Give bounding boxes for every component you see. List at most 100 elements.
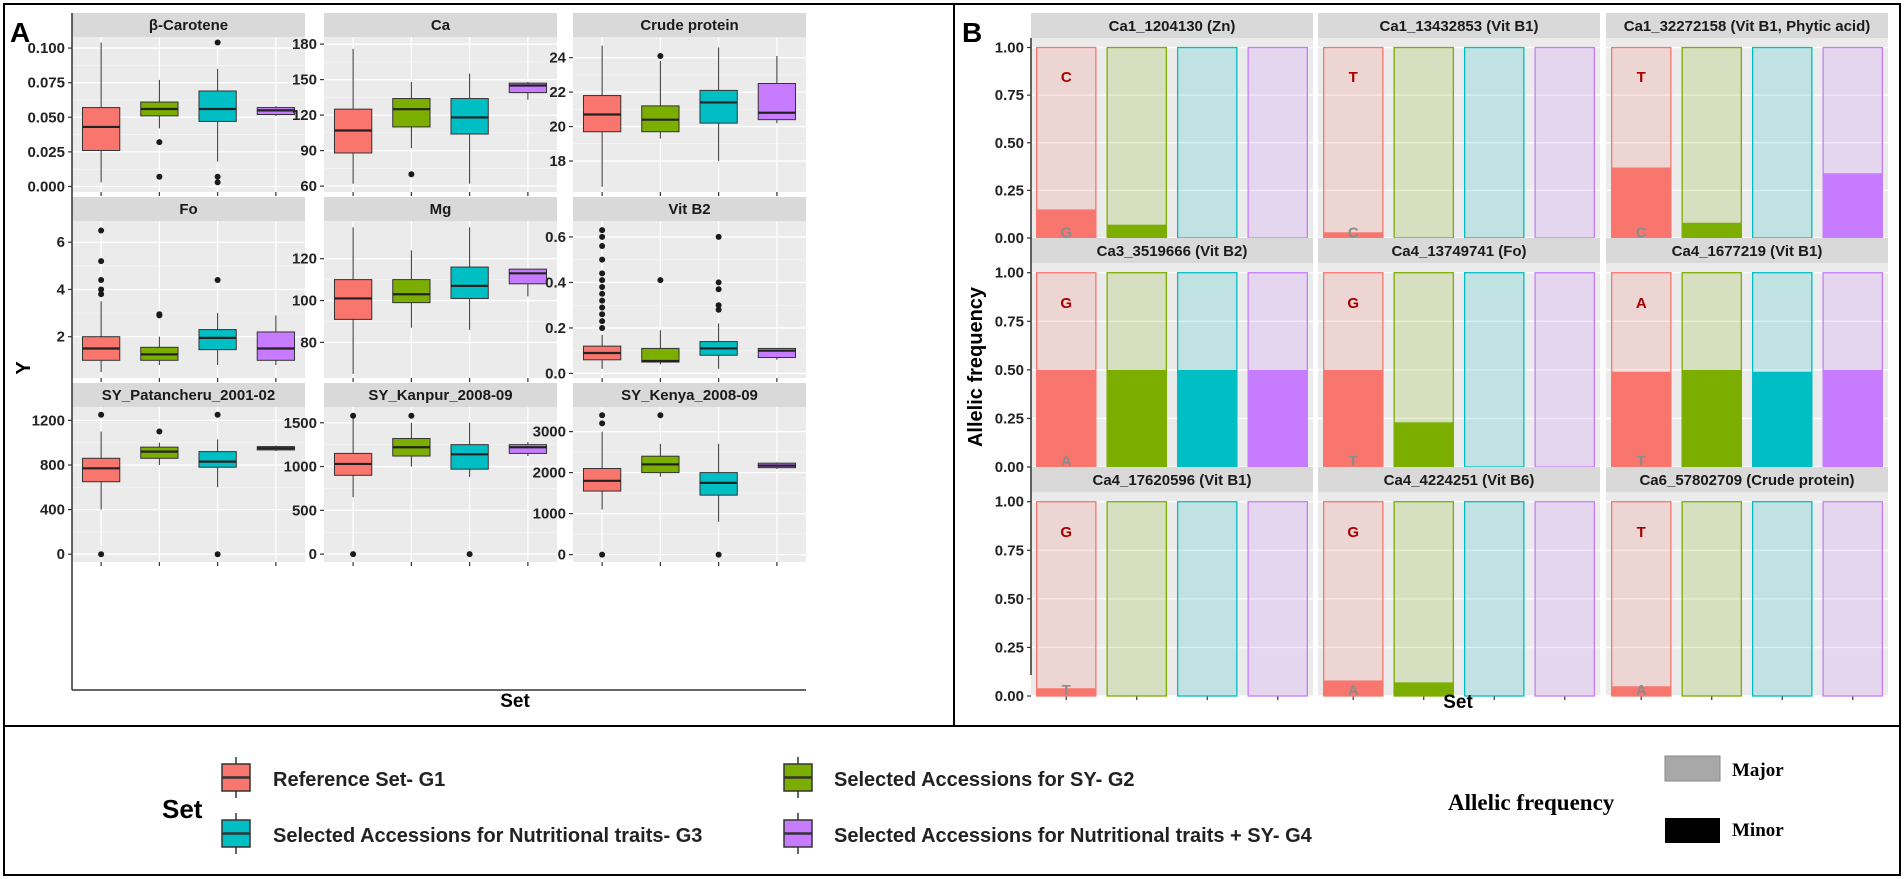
bar-minor — [1682, 369, 1742, 467]
outlier-point — [214, 551, 221, 558]
y-tick-label: 0.75 — [995, 313, 1024, 330]
bar-major — [1247, 46, 1309, 239]
bar-major — [1322, 501, 1384, 697]
y-tick-label: 1500 — [284, 415, 317, 432]
bar-minor — [1323, 680, 1383, 696]
outlier-point — [715, 306, 722, 313]
minor-swatch — [1665, 818, 1720, 843]
y-tick-label: 80 — [300, 334, 317, 351]
box — [198, 451, 237, 468]
minor-allele-label: T — [1349, 453, 1358, 470]
box-group-g3 — [450, 227, 489, 330]
outlier-point — [408, 171, 415, 178]
y-tick-label: 0.4 — [545, 274, 567, 291]
y-tick-label: 100 — [292, 293, 317, 310]
box-group-g4 — [757, 55, 797, 124]
y-tick-label: 0.00 — [995, 688, 1024, 705]
outlier-point — [98, 258, 105, 265]
y-tick-label: 0.6 — [545, 229, 566, 246]
panel-a-x-axis-label: Set — [500, 691, 530, 712]
outlier-point — [156, 173, 163, 180]
box — [508, 444, 548, 454]
y-tick-label: 0.100 — [27, 40, 65, 57]
facet-title: Ca4_17620596 (Vit B1) — [1093, 472, 1252, 489]
box-group-g2 — [392, 81, 431, 178]
plot-area — [324, 407, 557, 562]
legend-key-g4 — [783, 813, 813, 854]
outlier-point — [715, 302, 722, 309]
bar-minor — [1177, 369, 1237, 467]
y-tick-label: 0 — [57, 546, 65, 563]
outlier-point — [350, 551, 357, 558]
bar-major — [1322, 46, 1384, 239]
bar-major — [1534, 272, 1596, 468]
facet-strip — [324, 13, 557, 37]
box-group-g1 — [582, 227, 622, 369]
outlier-point — [657, 52, 664, 59]
bar-minor — [1752, 371, 1812, 467]
outlier-point — [98, 227, 105, 234]
outlier-point — [466, 551, 473, 558]
outlier-point — [98, 411, 105, 418]
box — [641, 347, 680, 363]
y-tick-label: 1000 — [533, 506, 566, 523]
bar-minor — [1323, 369, 1383, 467]
legend: Set Reference Set- G1 Selected Accession… — [162, 755, 1784, 854]
bar-major — [1822, 501, 1884, 697]
plot-area — [1031, 492, 1313, 696]
legend-label-g1: Reference Set- G1 — [273, 769, 445, 791]
facet-title: Vit B2 — [668, 201, 710, 218]
y-tick-label: 0.50 — [995, 135, 1024, 152]
y-tick-label: 0.25 — [995, 182, 1024, 199]
box — [256, 331, 296, 361]
y-tick-label: 0 — [558, 547, 566, 564]
boxplot-facet: Vit B2 0.0 0.2 0.4 0.6 — [545, 197, 806, 382]
outlier-point — [98, 551, 105, 558]
facet-strip — [1318, 13, 1600, 38]
outlier-point — [599, 551, 606, 558]
y-tick-label: 0.050 — [27, 109, 65, 126]
outlier-point — [599, 243, 606, 250]
bar-major — [1035, 501, 1097, 697]
allele-facet: Ca6_57802709 (Crude protein) T A — [1606, 467, 1888, 700]
outlier-point — [715, 233, 722, 240]
outlier-point — [599, 290, 606, 297]
bar-major — [1751, 501, 1813, 697]
facet-strip — [573, 383, 806, 407]
facet-title: Fo — [179, 201, 197, 218]
bar-major — [1176, 46, 1238, 239]
outlier-point — [599, 270, 606, 277]
minor-allele-label: A — [1636, 682, 1647, 699]
y-tick-label: 0.0 — [545, 365, 566, 382]
box-group-g4 — [757, 347, 797, 360]
box-group-g4 — [757, 462, 797, 469]
bar-minor — [1036, 688, 1096, 696]
facet-strip — [1031, 13, 1313, 38]
major-allele-label: G — [1347, 524, 1359, 541]
outlier-point — [408, 412, 415, 419]
facet-title: Ca3_3519666 (Vit B2) — [1097, 243, 1248, 260]
minor-allele-label: C — [1348, 224, 1359, 241]
major-swatch — [1664, 755, 1721, 782]
box — [198, 329, 237, 351]
box — [450, 266, 489, 299]
bar-minor — [1248, 369, 1308, 467]
figure-frame — [3, 3, 1901, 876]
facet-title: Ca4_13749741 (Fo) — [1391, 243, 1526, 260]
facet-strip — [1606, 238, 1888, 263]
legend-label-g2: Selected Accessions for SY- G2 — [834, 769, 1135, 791]
outlier-point — [98, 277, 105, 284]
bar-major — [1534, 46, 1596, 239]
plot-area — [1318, 492, 1600, 696]
box — [198, 90, 237, 122]
box-group-g4 — [256, 315, 296, 366]
box-group-g4 — [508, 268, 548, 297]
y-tick-label: 1000 — [284, 459, 317, 476]
box-group-g2 — [140, 311, 179, 366]
facet-strip — [72, 13, 305, 37]
boxplot-facet: SY_Kenya_2008-09 0 1000 2000 3000 — [533, 383, 806, 566]
y-tick-label: 1.00 — [995, 265, 1024, 282]
facet-strip — [1318, 238, 1600, 263]
facet-title: Ca4_1677219 (Vit B1) — [1672, 243, 1823, 260]
outlier-point — [599, 283, 606, 290]
